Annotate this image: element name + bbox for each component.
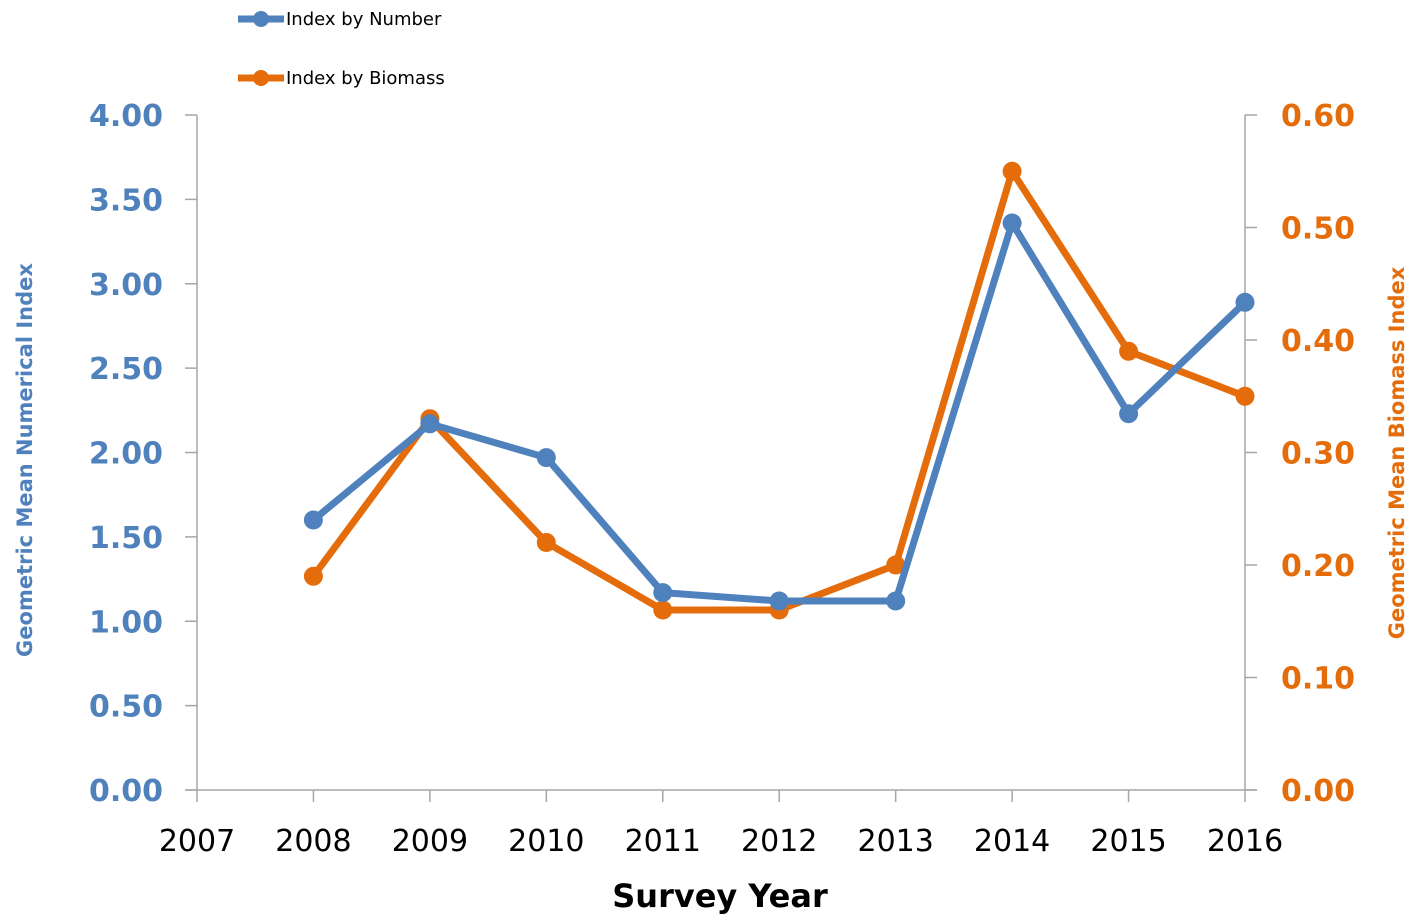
data-point (653, 583, 673, 603)
y-axis-title-left: Geometric Mean Numerical Index (13, 263, 37, 657)
data-point (1119, 404, 1139, 424)
axes: 0.00 0.50 1.00 1.50 2.00 2.50 3.00 3.50 4.00 0.00… (89, 99, 1355, 859)
data-point (769, 591, 789, 611)
y-tick-right-label: 0.60 (1281, 99, 1355, 134)
y-tick-left-label: 2.50 (89, 352, 163, 387)
legend-entry: Index by Number (238, 9, 442, 30)
y-tick-right-label: 0.30 (1281, 437, 1355, 472)
y-tick-right-label: 0.00 (1281, 774, 1355, 809)
series-line (311, 219, 1248, 605)
data-point (536, 533, 556, 552)
data-point (886, 555, 906, 575)
y-tick-left-label: 3.50 (89, 183, 163, 218)
legend-entry: Index by Biomass (238, 68, 445, 89)
data-point (303, 510, 323, 530)
x-tick-label: 2009 (392, 824, 468, 859)
data-point (653, 600, 673, 620)
y-axis-title-right: Geometric Mean Biomass Index (1385, 266, 1409, 639)
x-axis-title: Survey Year (612, 877, 828, 915)
y-tick-left-label: 3.00 (89, 268, 163, 303)
x-tick-label: 2011 (625, 824, 701, 859)
y-tick-left-label: 1.00 (89, 605, 163, 640)
y-tick-right-label: 0.40 (1281, 324, 1355, 359)
data-point (536, 448, 556, 468)
legend-marker (253, 70, 269, 86)
y-tick-right-label: 0.50 (1281, 212, 1355, 247)
data-point (886, 591, 906, 611)
y-tick-right-label: 0.20 (1281, 549, 1355, 584)
x-tick-label: 2010 (508, 824, 584, 859)
data-point (420, 414, 440, 434)
x-tick-label: 2007 (159, 824, 235, 859)
legend-marker (253, 11, 269, 27)
series-number (303, 213, 1255, 611)
series-layer (303, 161, 1255, 620)
x-tick-label: 2008 (275, 824, 351, 859)
data-point (303, 566, 323, 586)
data-point (1235, 386, 1255, 406)
legend-label: Index by Biomass (286, 68, 445, 89)
data-point (1002, 161, 1022, 181)
y-tick-left-label: 4.00 (89, 99, 163, 134)
series-line (310, 167, 1247, 614)
data-point (1235, 292, 1255, 312)
y-tick-left-label: 0.00 (89, 774, 163, 809)
y-tick-left-label: 2.00 (89, 437, 163, 472)
y-tick-left-label: 0.50 (89, 690, 163, 725)
x-tick-label: 2012 (741, 824, 817, 859)
data-point (1119, 341, 1139, 361)
y-tick-right-label: 0.10 (1281, 662, 1355, 697)
y-tick-left-label: 1.50 (89, 521, 163, 556)
data-point (1002, 213, 1022, 233)
legend: Index by Number Index by Biomass (238, 9, 445, 89)
x-tick-label: 2015 (1090, 824, 1166, 859)
x-tick-label: 2013 (857, 824, 933, 859)
x-tick-label: 2016 (1207, 824, 1283, 859)
legend-label: Index by Number (286, 9, 442, 30)
x-tick-label: 2014 (974, 824, 1050, 859)
